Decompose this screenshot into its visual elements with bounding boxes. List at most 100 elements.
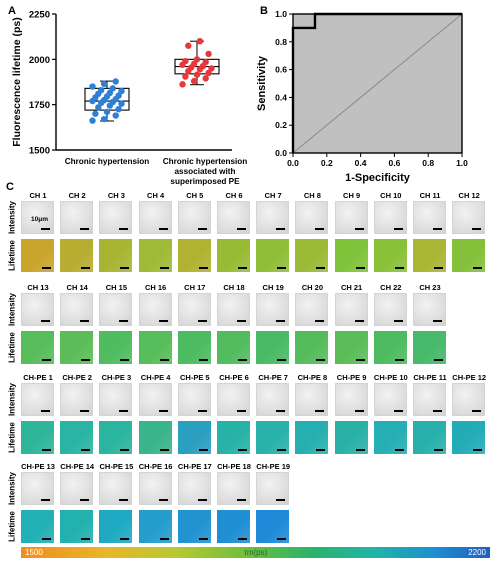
row-label-lifetime: Lifetime <box>7 240 17 271</box>
lifetime-colorbar: 1500 τm(ps) 2200 <box>21 547 490 558</box>
intensity-image <box>177 383 211 416</box>
data-point <box>109 85 117 92</box>
scale-bar <box>238 267 247 269</box>
scale-bar <box>119 499 129 501</box>
lifetime-image <box>21 331 54 364</box>
colorbar-max: 2200 <box>468 548 486 557</box>
lifetime-image <box>99 421 133 454</box>
intensity-image <box>295 293 329 326</box>
sample-label: CH 2 <box>68 191 86 200</box>
scale-bar <box>238 359 247 361</box>
lifetime-image <box>217 239 250 272</box>
sample-label: CH-PE 13 <box>21 462 55 471</box>
data-point <box>115 106 122 113</box>
sample-label: CH 10 <box>380 191 402 200</box>
scale-bar <box>276 320 286 322</box>
intensity-image <box>413 293 446 326</box>
scale-bar <box>315 320 325 322</box>
intensity-image <box>217 201 250 234</box>
scale-bar <box>119 320 129 322</box>
lifetime-image <box>217 510 250 543</box>
intensity-image <box>256 383 290 416</box>
scale-bar <box>198 449 208 451</box>
scale-bar <box>354 228 364 230</box>
intensity-image <box>334 201 368 234</box>
data-point <box>179 81 186 88</box>
intensity-image <box>138 383 172 416</box>
sample-label: CH-PE 18 <box>217 462 251 471</box>
lifetime-image <box>99 331 133 364</box>
scale-bar <box>198 267 208 269</box>
scale-bar <box>159 538 169 540</box>
sample-label: CH-PE 12 <box>452 373 487 382</box>
intensity-image <box>256 201 290 234</box>
panel-b-label: B <box>260 5 268 17</box>
scale-bar <box>120 538 130 540</box>
data-point <box>190 77 198 85</box>
sample-label: CH-PE 15 <box>99 462 134 471</box>
lifetime-image <box>452 239 486 272</box>
intensity-image <box>99 383 133 416</box>
lifetime-image <box>295 421 329 454</box>
data-point <box>202 58 209 66</box>
panel-a-label: A <box>8 5 16 17</box>
intensity-image <box>99 472 133 505</box>
scale-bar <box>120 267 130 269</box>
scale-bar <box>120 359 130 361</box>
scale-bar <box>158 410 168 412</box>
scale-bar <box>81 359 91 361</box>
scale-bar <box>198 359 208 361</box>
scale-bar <box>394 267 404 269</box>
sample-label: CH 9 <box>343 191 361 200</box>
intensity-image <box>21 201 54 234</box>
scale-bar <box>434 359 443 361</box>
data-point <box>182 73 189 80</box>
scale-bar <box>158 499 168 501</box>
scale-bar <box>433 228 442 230</box>
scale-bar <box>355 359 365 361</box>
sample-label: CH 23 <box>419 283 441 292</box>
lifetime-image <box>452 421 486 454</box>
intensity-image <box>138 472 172 505</box>
sample-label: CH 15 <box>105 283 128 292</box>
data-point <box>182 57 189 65</box>
scale-bar <box>316 267 326 269</box>
sample-label: CH 11 <box>419 191 441 200</box>
row-label-lifetime: Lifetime <box>7 422 17 453</box>
lifetime-image <box>373 421 407 454</box>
intensity-image <box>334 293 368 326</box>
x-tick-label: 0.4 <box>355 158 367 168</box>
scale-bar <box>434 267 443 269</box>
data-point <box>118 87 125 95</box>
lifetime-image <box>21 239 54 272</box>
lifetime-image <box>373 331 407 364</box>
lifetime-image <box>60 510 94 543</box>
lifetime-image <box>295 239 329 272</box>
y-tick-label: 1500 <box>29 146 50 157</box>
lifetime-image <box>256 331 290 364</box>
lifetime-image <box>21 510 54 543</box>
scale-bar <box>197 499 207 501</box>
sample-label: CH-PE 3 <box>101 373 132 382</box>
sample-label: CH-PE 5 <box>180 373 210 382</box>
sample-label: CH 20 <box>301 283 324 292</box>
data-point <box>89 117 96 124</box>
scale-bar <box>473 267 483 269</box>
scale-bar <box>277 359 287 361</box>
lifetime-image <box>177 510 211 543</box>
scale-bar <box>158 228 168 230</box>
intensity-image <box>21 472 54 505</box>
intensity-image <box>177 293 211 326</box>
lifetime-image <box>99 510 133 543</box>
sample-label: CH-PE 14 <box>60 462 95 471</box>
sample-label: CH 8 <box>303 191 321 200</box>
lifetime-image <box>256 239 290 272</box>
scale-bar <box>41 499 50 501</box>
intensity-image <box>373 293 407 326</box>
intensity-image <box>138 293 172 326</box>
scale-bar <box>119 410 129 412</box>
panel-c-label: C <box>6 181 14 193</box>
intensity-image <box>60 201 94 234</box>
intensity-image <box>256 472 290 505</box>
